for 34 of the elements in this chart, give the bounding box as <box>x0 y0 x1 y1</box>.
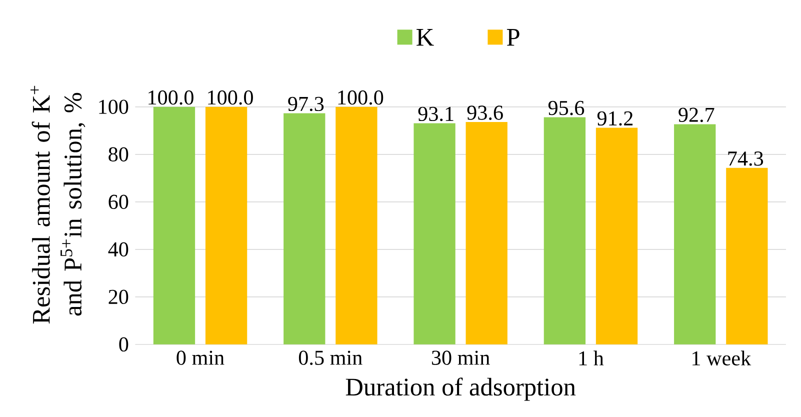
data-label: 97.3 <box>288 96 324 112</box>
x-tick-label: 0.5 min <box>298 350 362 365</box>
y-tick-label: 100 <box>99 100 128 114</box>
legend-label: P <box>506 29 520 46</box>
data-label: 93.1 <box>418 106 454 122</box>
bar <box>205 106 248 344</box>
y-tick-label: 20 <box>108 290 128 304</box>
x-tick-label: 1 week <box>692 350 752 366</box>
y-tick-label: 60 <box>108 194 128 209</box>
data-label: 74.3 <box>728 152 764 166</box>
bar <box>336 106 378 344</box>
bar <box>414 123 456 344</box>
y-tick-label: 80 <box>108 147 128 162</box>
x-tick-label: 0 min <box>176 350 224 365</box>
data-label: 95.6 <box>548 100 584 116</box>
x-axis-title: Duration of adsorption <box>346 378 576 401</box>
data-label: 100.0 <box>148 90 194 105</box>
data-label: 91.2 <box>597 111 633 126</box>
legend-label: K <box>416 29 434 46</box>
bar <box>674 124 716 344</box>
bar <box>466 122 508 344</box>
bar <box>153 106 196 344</box>
data-label: 100.0 <box>338 90 384 105</box>
bar <box>726 168 768 344</box>
x-tick-label: 1 h <box>579 350 604 366</box>
bar <box>596 128 638 344</box>
y-tick-label: 0 <box>119 337 128 352</box>
bar <box>284 113 326 344</box>
y-tick-label: 40 <box>108 242 128 257</box>
data-label: 100.0 <box>208 90 253 105</box>
data-label: 93.6 <box>467 106 503 120</box>
bar <box>544 117 586 344</box>
data-label: 92.7 <box>678 108 714 122</box>
x-tick-label: 30 min <box>432 350 490 365</box>
